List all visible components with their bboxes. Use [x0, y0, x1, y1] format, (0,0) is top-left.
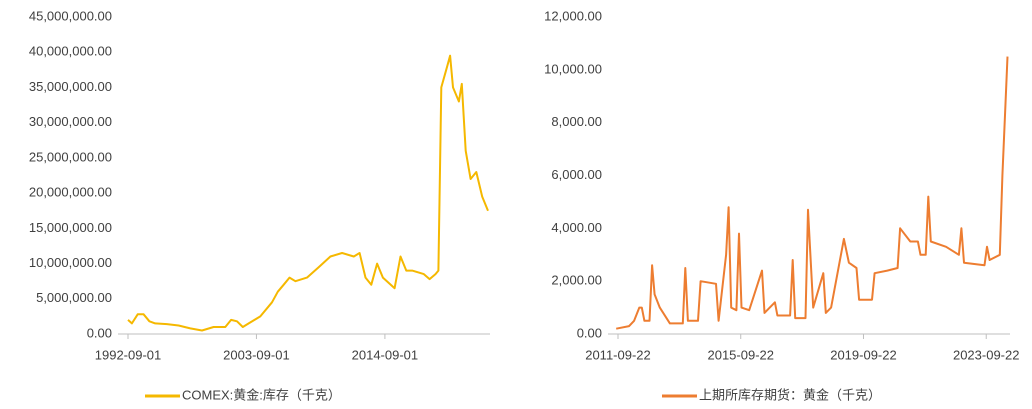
legend-label: 上期所库存期货：黄金（千克）: [699, 387, 881, 402]
y-tick-label: 15,000,000.00: [29, 220, 112, 235]
y-tick-label: 25,000,000.00: [29, 149, 112, 164]
x-tick-label: 2019-09-22: [830, 347, 897, 362]
y-tick-label: 0.00: [577, 325, 602, 340]
y-tick-label: 2,000.00: [551, 273, 602, 288]
y-tick-label: 12,000.00: [544, 8, 602, 23]
data-line: [127, 54, 489, 332]
x-tick-label: 1992-09-01: [95, 347, 162, 362]
x-tick-label: 2011-09-22: [585, 347, 651, 362]
y-tick-label: 30,000,000.00: [29, 114, 112, 129]
y-tick-label: 10,000,000.00: [29, 255, 112, 270]
y-tick-label: 8,000.00: [551, 114, 602, 129]
x-tick-label: 2003-09-01: [223, 347, 290, 362]
y-tick-label: 5,000,000.00: [36, 290, 112, 305]
y-tick-label: 45,000,000.00: [29, 8, 112, 23]
y-tick-label: 10,000.00: [544, 61, 602, 76]
y-tick-label: 40,000,000.00: [29, 44, 112, 59]
y-tick-label: 6,000.00: [551, 167, 602, 182]
x-tick-label: 2015-09-22: [707, 347, 774, 362]
y-tick-label: 35,000,000.00: [29, 79, 112, 94]
legend-label: COMEX:黄金:库存（千克）: [182, 387, 341, 402]
data-line: [616, 56, 1009, 330]
y-tick-label: 0.00: [87, 325, 112, 340]
y-tick-label: 20,000,000.00: [29, 185, 112, 200]
x-tick-label: 2023-09-22: [953, 347, 1020, 362]
y-tick-label: 4,000.00: [551, 220, 602, 235]
x-tick-label: 2014-09-01: [352, 347, 419, 362]
